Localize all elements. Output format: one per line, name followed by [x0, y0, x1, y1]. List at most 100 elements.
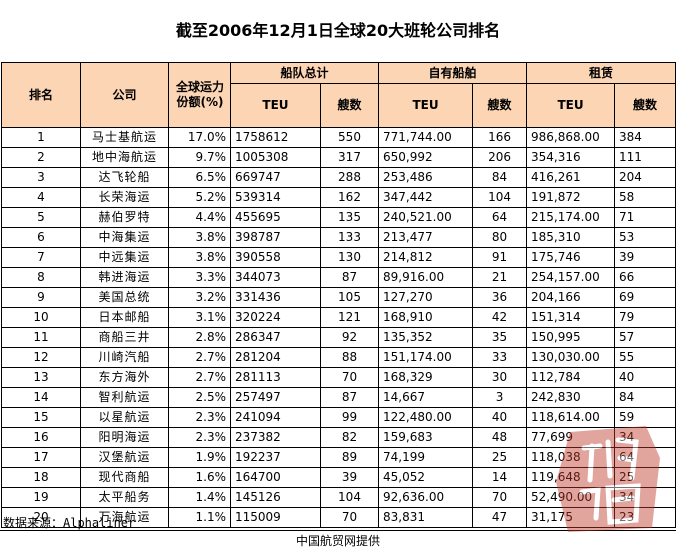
charter-ships-cell: 58 — [614, 187, 676, 208]
header-charter-ships: 艘数 — [614, 83, 676, 128]
owned-ships-cell: 70 — [472, 487, 528, 508]
table-body: 1 马士基航运 17.0% 1758612 550 771,744.00 166 986,86… — [1, 127, 676, 528]
rank-cell: 10 — [1, 307, 81, 328]
rank-cell: 6 — [1, 227, 81, 248]
fleet-teu-cell: 192237 — [230, 447, 321, 468]
table-row: 8 韩进海运 3.3% 344073 87 89,916.00 21 254,157.00 66 — [1, 267, 676, 288]
charter-teu-cell: 151,314 — [526, 307, 616, 328]
rank-cell: 14 — [1, 387, 81, 408]
company-cell: 太平船务 — [80, 487, 169, 508]
header-fleet-teu: TEU — [230, 83, 321, 128]
charter-teu-cell: 986,868.00 — [526, 127, 616, 148]
rank-cell: 9 — [1, 287, 81, 308]
charter-ships-cell: 59 — [614, 407, 676, 428]
table-header: 排名 公司 全球运力份额(%) 船队总计 自有船舶 租赁 TEU 艘数 TEU … — [1, 62, 676, 128]
charter-ships-cell: 34 — [614, 427, 676, 448]
charter-ships-cell: 79 — [614, 307, 676, 328]
fleet-teu-cell: 164700 — [230, 467, 321, 488]
company-cell: 东方海外 — [80, 367, 169, 388]
owned-teu-cell: 213,477 — [378, 227, 474, 248]
owned-ships-cell: 91 — [472, 247, 528, 268]
fleet-ships-cell: 104 — [319, 487, 380, 508]
rank-cell: 12 — [1, 347, 81, 368]
header-owned: 自有船舶 — [378, 62, 528, 84]
fleet-ships-cell: 121 — [319, 307, 380, 328]
rank-cell: 16 — [1, 427, 81, 448]
fleet-ships-cell: 135 — [319, 207, 380, 228]
owned-ships-cell: 36 — [472, 287, 528, 308]
table-row: 12 川崎汽船 2.7% 281204 88 151,174.00 33 130,030.00… — [1, 347, 676, 368]
table-row: 2 地中海航运 9.7% 1005308 317 650,992 206 354,316 111 — [1, 147, 676, 168]
share-cell: 2.7% — [168, 347, 231, 368]
header-owned-ships: 艘数 — [472, 83, 528, 128]
fleet-teu-cell: 455695 — [230, 207, 321, 228]
company-cell: 现代商船 — [80, 467, 169, 488]
share-cell: 1.9% — [168, 447, 231, 468]
fleet-teu-cell: 320224 — [230, 307, 321, 328]
fleet-teu-cell: 115009 — [230, 507, 321, 528]
charter-teu-cell: 52,490.00 — [526, 487, 616, 508]
fleet-teu-cell: 281204 — [230, 347, 321, 368]
header-rank: 排名 — [1, 62, 81, 128]
charter-teu-cell: 254,157.00 — [526, 267, 616, 288]
charter-ships-cell: 84 — [614, 387, 676, 408]
charter-ships-cell: 384 — [614, 127, 676, 148]
charter-ships-cell: 204 — [614, 167, 676, 188]
owned-ships-cell: 84 — [472, 167, 528, 188]
fleet-ships-cell: 70 — [319, 507, 380, 528]
owned-ships-cell: 166 — [472, 127, 528, 148]
company-cell: 智利航运 — [80, 387, 169, 408]
table-row: 7 中远集运 3.8% 390558 130 214,812 91 175,746 39 — [1, 247, 676, 268]
owned-ships-cell: 30 — [472, 367, 528, 388]
charter-teu-cell: 354,316 — [526, 147, 616, 168]
owned-teu-cell: 240,521.00 — [378, 207, 474, 228]
company-cell: 美国总统 — [80, 287, 169, 308]
rank-cell: 18 — [1, 467, 81, 488]
owned-ships-cell: 48 — [472, 427, 528, 448]
fleet-teu-cell: 1005308 — [230, 147, 321, 168]
share-cell: 2.3% — [168, 407, 231, 428]
ranking-table: 排名 公司 全球运力份额(%) 船队总计 自有船舶 租赁 TEU 艘数 TEU … — [1, 62, 676, 528]
fleet-ships-cell: 550 — [319, 127, 380, 148]
fleet-ships-cell: 99 — [319, 407, 380, 428]
charter-ships-cell: 23 — [614, 507, 676, 528]
company-cell: 阳明海运 — [80, 427, 169, 448]
charter-teu-cell: 118,614.00 — [526, 407, 616, 428]
charter-ships-cell: 57 — [614, 327, 676, 348]
rank-cell: 7 — [1, 247, 81, 268]
owned-ships-cell: 206 — [472, 147, 528, 168]
share-cell: 2.8% — [168, 327, 231, 348]
company-cell: 韩进海运 — [80, 267, 169, 288]
charter-ships-cell: 39 — [614, 247, 676, 268]
owned-ships-cell: 3 — [472, 387, 528, 408]
owned-ships-cell: 80 — [472, 227, 528, 248]
share-cell: 4.4% — [168, 207, 231, 228]
company-cell: 日本邮船 — [80, 307, 169, 328]
owned-teu-cell: 45,052 — [378, 467, 474, 488]
share-cell: 3.8% — [168, 227, 231, 248]
header-charter-teu: TEU — [526, 83, 616, 128]
company-cell: 中远集运 — [80, 247, 169, 268]
charter-teu-cell: 112,784 — [526, 367, 616, 388]
fleet-teu-cell: 241094 — [230, 407, 321, 428]
table-row: 11 商船三井 2.8% 286347 92 135,352 35 150,995 57 — [1, 327, 676, 348]
owned-teu-cell: 771,744.00 — [378, 127, 474, 148]
owned-teu-cell: 122,480.00 — [378, 407, 474, 428]
table-row: 10 日本邮船 3.1% 320224 121 168,910 42 151,314 79 — [1, 307, 676, 328]
owned-ships-cell: 42 — [472, 307, 528, 328]
charter-ships-cell: 34 — [614, 487, 676, 508]
fleet-ships-cell: 88 — [319, 347, 380, 368]
fleet-teu-cell: 281113 — [230, 367, 321, 388]
company-cell: 中海集运 — [80, 227, 169, 248]
fleet-teu-cell: 1758612 — [230, 127, 321, 148]
share-cell: 1.4% — [168, 487, 231, 508]
charter-teu-cell: 191,872 — [526, 187, 616, 208]
table-row: 4 长荣海运 5.2% 539314 162 347,442 104 191,872 58 — [1, 187, 676, 208]
share-cell: 3.3% — [168, 267, 231, 288]
fleet-teu-cell: 344073 — [230, 267, 321, 288]
owned-ships-cell: 25 — [472, 447, 528, 468]
rank-cell: 11 — [1, 327, 81, 348]
company-cell: 马士基航运 — [80, 127, 169, 148]
rank-cell: 4 — [1, 187, 81, 208]
share-cell: 2.3% — [168, 427, 231, 448]
